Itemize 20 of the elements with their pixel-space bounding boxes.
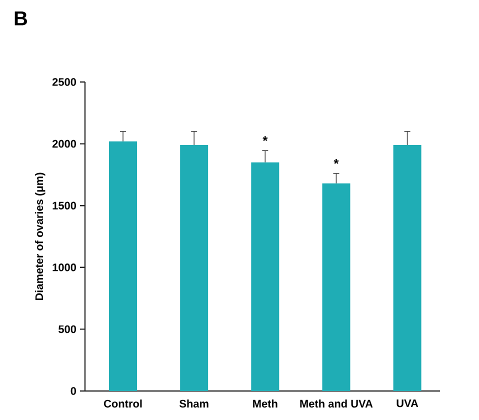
bar bbox=[251, 162, 280, 391]
x-tick-label: Meth bbox=[253, 400, 278, 408]
annotation: * bbox=[334, 159, 339, 164]
y-axis-title: Diameter of ovaries (μm) bbox=[35, 172, 46, 300]
x-tick-label: Control bbox=[104, 400, 142, 408]
y-tick-label: 0 bbox=[70, 387, 76, 395]
y-tick-label: 1500 bbox=[52, 202, 76, 210]
bar bbox=[322, 183, 350, 391]
x-tick-label: Sham bbox=[179, 400, 208, 408]
y-tick-label: 2500 bbox=[52, 78, 76, 86]
y-tick-label: 2000 bbox=[52, 140, 76, 148]
bar bbox=[393, 145, 422, 391]
annotation: * bbox=[262, 136, 268, 141]
bar bbox=[109, 141, 138, 391]
y-tick-label: 1000 bbox=[52, 264, 76, 272]
x-tick-label: UVA bbox=[396, 400, 418, 408]
x-tick-label: Meth and UVA bbox=[300, 400, 373, 408]
y-tick-label: 500 bbox=[58, 325, 76, 334]
bar bbox=[180, 145, 208, 391]
chart-title: B bbox=[14, 12, 28, 26]
